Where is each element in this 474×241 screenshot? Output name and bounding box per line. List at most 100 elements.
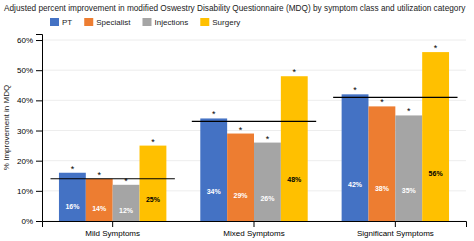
- data-label: 48%: [287, 176, 302, 183]
- axis-domain: [36, 35, 43, 222]
- y-axis: 0% 10% 20% 30% 40% 50% 60%: [17, 35, 43, 227]
- data-label: 16%: [65, 203, 80, 210]
- annotation: *: [380, 97, 384, 107]
- legend-label: Specialist: [96, 18, 131, 27]
- tick: 50%: [17, 66, 42, 75]
- tick-mark: [36, 40, 42, 41]
- legend-item: PT: [50, 18, 72, 27]
- grid-line: [42, 100, 466, 101]
- tick-label: 60%: [17, 36, 33, 45]
- legend-label: PT: [62, 18, 72, 27]
- tick: Mixed Symptoms: [223, 221, 284, 238]
- legend-item: Specialist: [84, 18, 131, 27]
- tick-label: 40%: [17, 96, 33, 105]
- data-label: 34%: [207, 188, 222, 195]
- legend-swatch: [200, 18, 209, 26]
- reference-lines: [50, 97, 457, 178]
- annotation: *: [151, 137, 155, 147]
- legend: PT Specialist Injections Surgery: [50, 18, 240, 27]
- bar: [254, 143, 281, 221]
- series: [59, 94, 369, 221]
- chart: Adjusted percent improvement in modified…: [0, 0, 474, 241]
- annotation: *: [434, 43, 438, 53]
- series: [86, 106, 396, 221]
- grid: [42, 40, 466, 221]
- plot: 16%*34%*42%*14%*29%*38%*12%*26%*35%*25%*…: [17, 35, 467, 238]
- tick: 40%: [17, 96, 42, 105]
- bar: [368, 106, 395, 221]
- legend-label: Surgery: [212, 18, 240, 27]
- legend-swatch: [142, 18, 151, 26]
- bar: [140, 146, 167, 221]
- legend-label: Injections: [154, 18, 188, 27]
- marks: [50, 52, 457, 221]
- tick-mark: [36, 221, 42, 222]
- annotation: *: [212, 109, 216, 119]
- tick: 10%: [17, 187, 42, 196]
- tick: 60%: [17, 36, 42, 45]
- axis-domain: [43, 222, 467, 228]
- data-label: 42%: [348, 181, 363, 188]
- annotation: *: [407, 106, 411, 116]
- data-label: 35%: [402, 187, 417, 194]
- reference-line: [192, 121, 316, 122]
- legend-item: Surgery: [200, 18, 240, 27]
- tick-mark: [36, 131, 42, 132]
- tick-label: Significant Symptoms: [357, 229, 434, 238]
- bar: [227, 134, 254, 221]
- data-label: 56%: [429, 170, 444, 177]
- bar: [281, 76, 308, 221]
- data-label: 29%: [234, 192, 249, 199]
- grid-line: [42, 40, 466, 41]
- annotation: *: [266, 134, 270, 144]
- annotation: *: [124, 176, 128, 186]
- tick-label: 20%: [17, 157, 33, 166]
- bar: [113, 185, 140, 221]
- series: [113, 115, 423, 221]
- legend-swatch: [50, 18, 59, 26]
- title: Adjusted percent improvement in modified…: [4, 4, 466, 13]
- tick-label: 0%: [21, 217, 33, 226]
- tick-label: 10%: [17, 187, 33, 196]
- legend-swatch: [84, 18, 93, 26]
- tick: Significant Symptoms: [357, 221, 434, 238]
- tick-mark: [36, 191, 42, 192]
- tick-label: Mild Symptoms: [85, 229, 140, 238]
- grid-line: [42, 70, 466, 71]
- annotation: *: [97, 170, 101, 180]
- data-label: 14%: [92, 205, 107, 212]
- data-label: 26%: [260, 195, 275, 202]
- tick-mark: [36, 100, 42, 101]
- labels: 16%*34%*42%*14%*29%*38%*12%*26%*35%*25%*…: [65, 43, 443, 214]
- tick-mark: [112, 221, 113, 227]
- series: [140, 52, 450, 221]
- tick: 0%: [21, 217, 42, 226]
- tick: Mild Symptoms: [85, 221, 140, 238]
- tick-mark: [395, 221, 396, 227]
- annotation: *: [239, 125, 243, 135]
- annotation: *: [353, 85, 357, 95]
- legend-item: Injections: [142, 18, 188, 27]
- data-label: 12%: [119, 207, 134, 214]
- annotation: *: [293, 67, 297, 77]
- tick-label: 30%: [17, 127, 33, 136]
- tick-mark: [254, 221, 255, 227]
- tick-label: Mixed Symptoms: [223, 229, 284, 238]
- bar: [342, 94, 369, 221]
- tick: 30%: [17, 127, 42, 136]
- tick-mark: [36, 161, 42, 162]
- data-label: 25%: [146, 196, 161, 203]
- bar: [200, 118, 227, 221]
- reference-line: [50, 178, 174, 179]
- reference-line: [333, 97, 457, 98]
- bar: [395, 115, 422, 221]
- annotation: *: [71, 164, 75, 174]
- y-label: % Improvement in MDQ: [2, 85, 11, 170]
- tick-label: 50%: [17, 66, 33, 75]
- tick-mark: [36, 70, 42, 71]
- bar: [86, 179, 113, 221]
- bar: [422, 52, 449, 221]
- bar: [59, 173, 86, 221]
- x-axis: Mild Symptoms Mixed Symptoms Significant S…: [43, 221, 467, 238]
- tick: 20%: [17, 157, 42, 166]
